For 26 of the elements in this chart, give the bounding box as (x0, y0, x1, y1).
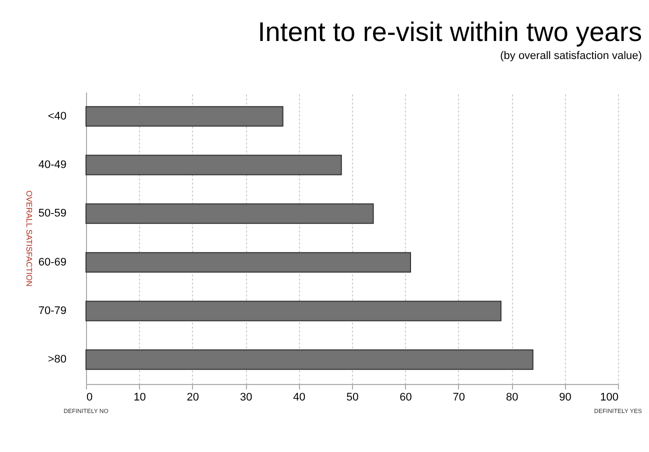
y-tick-label: 70-79 (38, 305, 66, 317)
x-tick-label: 10 (134, 392, 146, 404)
chart-subtitle: (by overall satisfaction value) (500, 50, 642, 62)
x-tick-label: 40 (293, 392, 306, 404)
chart-title: Intent to re-visit within two years (258, 17, 642, 47)
y-tick-label: <40 (48, 110, 66, 122)
bar (86, 252, 412, 273)
bar (86, 203, 374, 224)
x-tick-label: 50 (346, 392, 359, 404)
x-tick-label: 70 (452, 392, 466, 404)
x-tick-label: 30 (240, 392, 252, 404)
x-tick-label: 100 (600, 392, 618, 404)
bar (86, 106, 284, 127)
bar (86, 300, 502, 322)
x-tick-label: 20 (186, 392, 200, 404)
x-tick-label: 60 (400, 392, 412, 404)
y-tick-label: 60-69 (38, 256, 66, 268)
x-tick-label: 80 (506, 392, 518, 404)
bar (86, 349, 534, 370)
y-tick-label: >80 (48, 354, 66, 366)
y-tick-label: 40-49 (38, 159, 66, 171)
y-tick-label: 50-59 (38, 208, 66, 220)
bar (86, 154, 342, 176)
y-axis-title: OVERALL SATISFACTION (24, 190, 34, 287)
x-tick-label: 0 (86, 392, 93, 404)
x-tick-label: 90 (559, 392, 572, 404)
